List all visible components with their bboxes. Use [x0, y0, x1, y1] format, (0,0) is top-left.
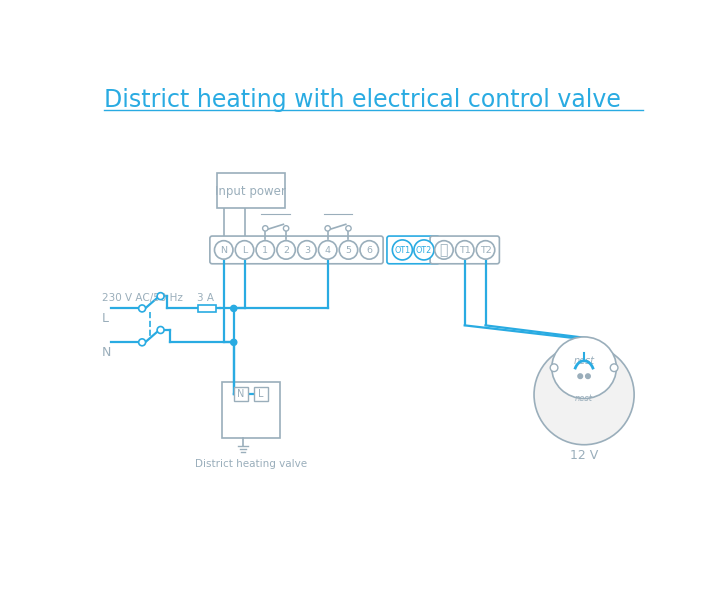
Text: nest: nest: [574, 356, 595, 366]
Circle shape: [476, 241, 495, 259]
Circle shape: [578, 374, 582, 378]
Circle shape: [414, 240, 434, 260]
Text: Input power: Input power: [215, 185, 286, 198]
Bar: [197, 305, 216, 312]
Text: 3 A: 3 A: [197, 293, 214, 303]
Text: 12 V: 12 V: [570, 448, 598, 462]
Text: N: N: [102, 346, 111, 359]
Circle shape: [339, 241, 357, 259]
Bar: [254, 387, 268, 401]
Bar: [234, 387, 248, 401]
Circle shape: [298, 241, 316, 259]
Circle shape: [550, 364, 558, 372]
Circle shape: [138, 339, 146, 346]
Text: L: L: [242, 246, 247, 255]
Circle shape: [157, 293, 164, 299]
Circle shape: [215, 241, 233, 259]
Circle shape: [610, 364, 618, 372]
FancyBboxPatch shape: [430, 236, 499, 264]
Text: 1: 1: [262, 246, 269, 255]
Circle shape: [585, 374, 590, 378]
Text: 230 V AC/50 Hz: 230 V AC/50 Hz: [102, 293, 183, 303]
Ellipse shape: [552, 337, 617, 399]
Circle shape: [346, 226, 351, 231]
Text: T1: T1: [459, 246, 470, 255]
Text: 4: 4: [325, 246, 331, 255]
Bar: [222, 383, 280, 438]
Circle shape: [157, 327, 164, 333]
Circle shape: [534, 345, 634, 445]
Text: 2: 2: [283, 246, 289, 255]
Text: 6: 6: [366, 246, 372, 255]
Text: nest: nest: [575, 394, 593, 403]
Circle shape: [318, 241, 337, 259]
Circle shape: [138, 305, 146, 312]
Text: OT1: OT1: [395, 246, 411, 255]
Text: District heating valve: District heating valve: [194, 459, 306, 469]
Circle shape: [283, 226, 289, 231]
FancyBboxPatch shape: [210, 236, 383, 264]
FancyBboxPatch shape: [387, 236, 439, 264]
Circle shape: [456, 241, 474, 259]
Text: L: L: [102, 312, 109, 325]
Circle shape: [325, 226, 331, 231]
Circle shape: [235, 241, 254, 259]
Text: N: N: [237, 389, 245, 399]
Text: ⏚: ⏚: [440, 244, 448, 257]
Circle shape: [256, 241, 274, 259]
Text: 3: 3: [304, 246, 310, 255]
Circle shape: [277, 241, 296, 259]
Bar: [217, 173, 285, 208]
Circle shape: [231, 339, 237, 345]
Circle shape: [435, 241, 453, 259]
Circle shape: [263, 226, 268, 231]
Text: N: N: [221, 246, 227, 255]
Text: L: L: [258, 389, 264, 399]
Circle shape: [392, 240, 412, 260]
Text: T2: T2: [480, 246, 491, 255]
Circle shape: [360, 241, 379, 259]
Text: District heating with electrical control valve: District heating with electrical control…: [103, 89, 620, 112]
Circle shape: [231, 305, 237, 311]
Text: OT2: OT2: [416, 246, 432, 255]
Text: 5: 5: [346, 246, 352, 255]
